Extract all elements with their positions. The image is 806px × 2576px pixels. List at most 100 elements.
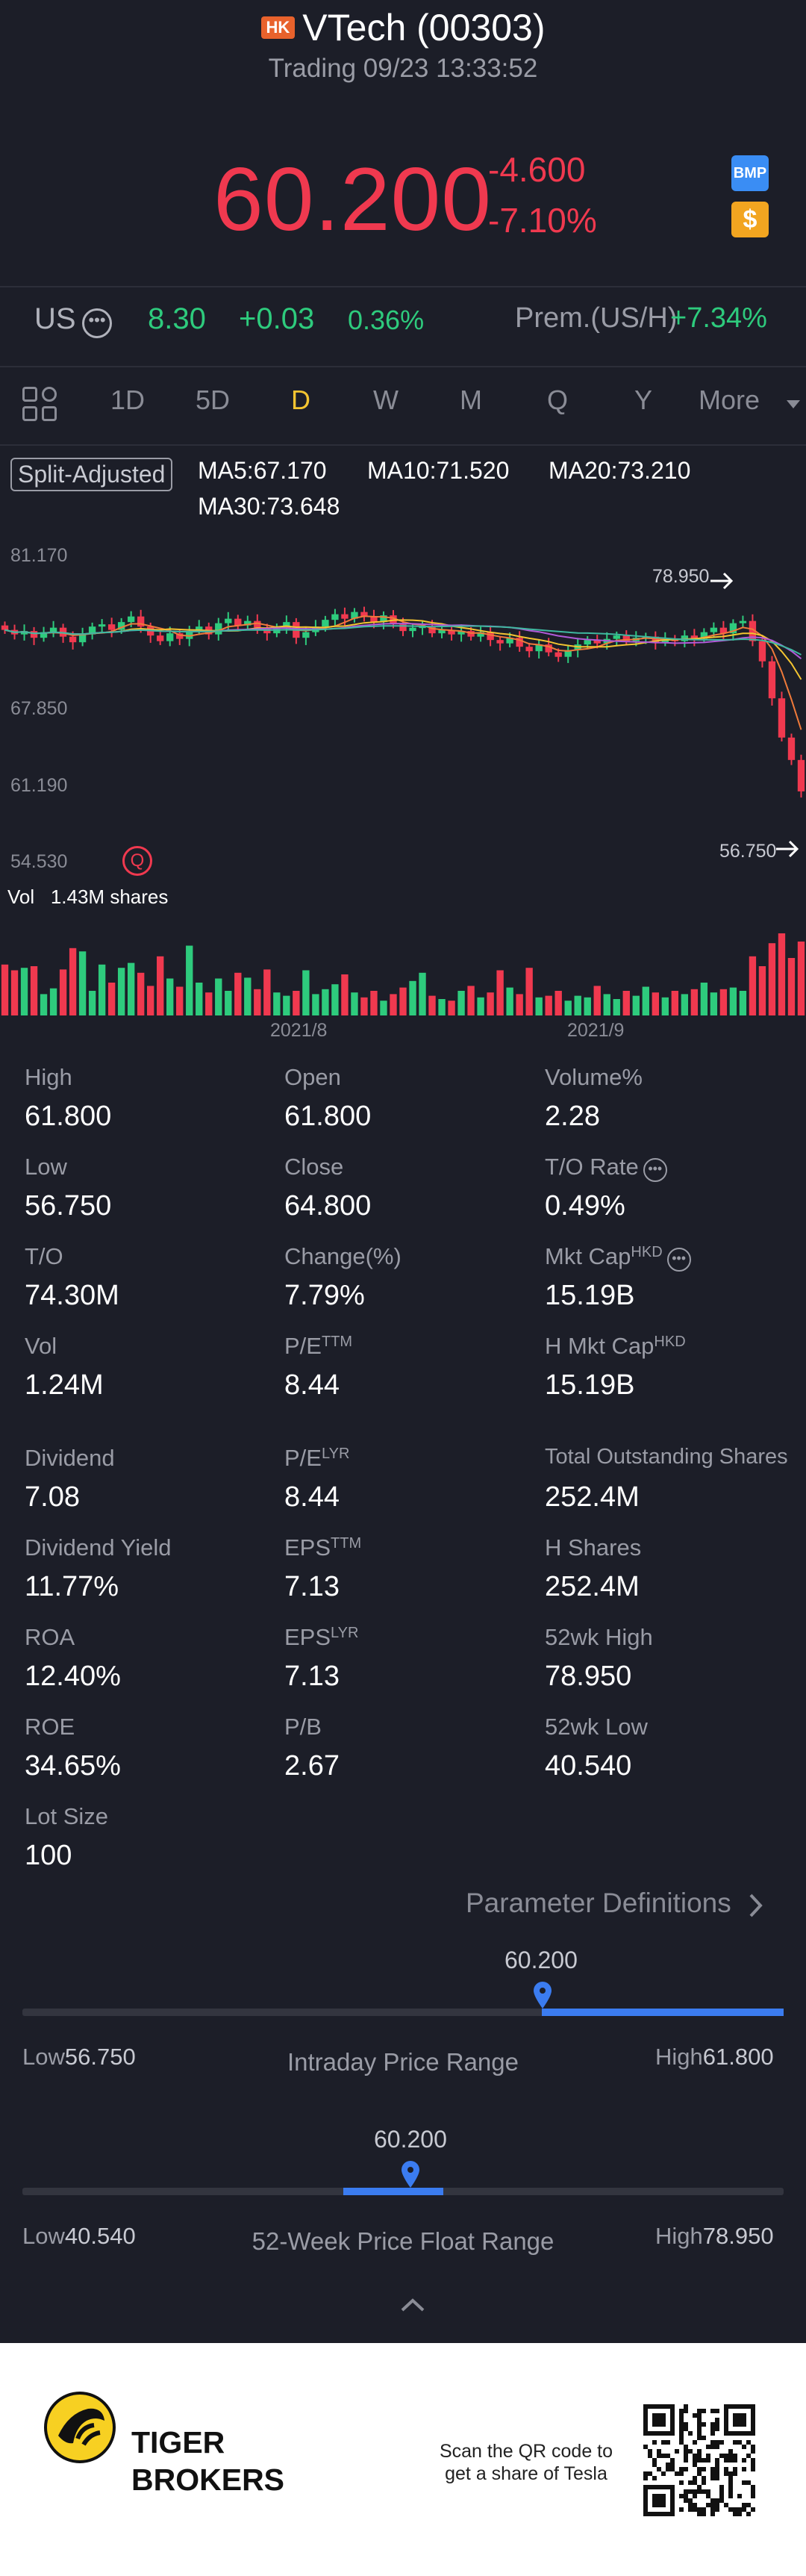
candle-body bbox=[768, 661, 776, 699]
qr-module bbox=[693, 2440, 697, 2445]
stat-label-pb: P/B bbox=[284, 1714, 322, 1740]
volume-bar bbox=[370, 991, 378, 1015]
qr-code[interactable] bbox=[643, 2404, 755, 2516]
candle-body bbox=[729, 623, 737, 634]
qr-module bbox=[684, 2445, 688, 2449]
tab-d[interactable]: D bbox=[291, 385, 310, 415]
qr-module bbox=[693, 2503, 697, 2507]
qr-module bbox=[706, 2454, 710, 2458]
tab-5d[interactable]: 5D bbox=[196, 385, 231, 415]
qr-module bbox=[652, 2494, 666, 2507]
tab-m[interactable]: M bbox=[460, 385, 482, 415]
stat-value-turnover-rate: 0.49% bbox=[545, 1190, 625, 1222]
stat-value-vol: 1.24M bbox=[25, 1369, 104, 1401]
qr-module bbox=[679, 2436, 684, 2440]
bmp-badge[interactable]: BMP bbox=[731, 155, 769, 191]
qr-module bbox=[710, 2422, 715, 2427]
qr-module bbox=[733, 2413, 746, 2427]
candle-body bbox=[457, 631, 465, 635]
tab-more[interactable]: More bbox=[699, 385, 760, 415]
tab-y[interactable]: Y bbox=[634, 385, 653, 415]
volume-bar bbox=[157, 956, 164, 1015]
candle-body bbox=[234, 618, 242, 626]
qr-module bbox=[697, 2418, 702, 2422]
qr-module bbox=[719, 2498, 724, 2503]
candle-body bbox=[797, 759, 805, 791]
volume-bar bbox=[137, 972, 145, 1015]
qr-module bbox=[719, 2485, 724, 2489]
candle-body bbox=[157, 635, 164, 641]
qr-module bbox=[697, 2471, 702, 2476]
tab-w[interactable]: W bbox=[373, 385, 399, 415]
info-dots-icon[interactable]: ••• bbox=[666, 1248, 691, 1272]
qr-module bbox=[648, 2471, 652, 2476]
stat-label-eps-lyr: EPSLYR bbox=[284, 1624, 358, 1651]
divider bbox=[0, 366, 806, 367]
candle-body bbox=[244, 620, 252, 626]
qr-module bbox=[715, 2471, 719, 2476]
volume-bar bbox=[787, 958, 796, 1015]
chevron-down-icon[interactable] bbox=[785, 398, 802, 410]
qr-module bbox=[702, 2512, 706, 2516]
dollar-badge[interactable]: $ bbox=[731, 202, 769, 237]
tab-q[interactable]: Q bbox=[547, 385, 569, 415]
qr-module bbox=[697, 2409, 702, 2413]
y-tick-label: 67.850 bbox=[10, 698, 68, 719]
volume-bar bbox=[147, 986, 154, 1015]
qr-module bbox=[715, 2445, 719, 2449]
more-dots-icon[interactable]: ••• bbox=[82, 308, 112, 338]
qr-module bbox=[733, 2458, 737, 2463]
low-value: 40.540 bbox=[64, 2223, 136, 2249]
qr-module bbox=[746, 2440, 751, 2445]
qr-module bbox=[652, 2458, 657, 2463]
layout-grid-icon[interactable] bbox=[22, 387, 60, 424]
volume-bar bbox=[225, 991, 232, 1015]
qr-module bbox=[675, 2449, 679, 2454]
volume-bar bbox=[40, 994, 48, 1015]
stat-value-mkt-cap: 15.19B bbox=[545, 1280, 635, 1311]
split-adjusted-toggle[interactable]: Split-Adjusted bbox=[10, 458, 173, 491]
info-dots-icon[interactable]: ••• bbox=[643, 1158, 667, 1182]
parameter-definitions-link[interactable]: Parameter Definitions bbox=[466, 1888, 731, 1919]
stat-label-turnover: T/O bbox=[25, 1243, 63, 1269]
q-event-marker[interactable]: Q bbox=[122, 846, 152, 876]
stat-value-high: 61.800 bbox=[25, 1101, 112, 1132]
volume-bar bbox=[399, 987, 407, 1015]
stat-value-h-shares: 252.4M bbox=[545, 1571, 640, 1602]
candlestick-chart[interactable] bbox=[0, 523, 806, 1030]
qr-module bbox=[679, 2422, 684, 2427]
qr-module bbox=[684, 2404, 688, 2409]
stat-label-h-shares: H Shares bbox=[545, 1534, 642, 1561]
qr-module bbox=[697, 2485, 702, 2489]
chevron-up-icon[interactable] bbox=[400, 2297, 425, 2312]
qr-module bbox=[724, 2467, 728, 2471]
candle-body bbox=[758, 641, 766, 662]
candle-body bbox=[419, 626, 426, 629]
high-label: High bbox=[655, 2223, 703, 2249]
qr-module bbox=[697, 2431, 702, 2436]
stat-value-52wk-low: 40.540 bbox=[545, 1750, 632, 1782]
qr-module bbox=[697, 2422, 702, 2427]
stat-label-close: Close bbox=[284, 1154, 344, 1180]
volume-bar bbox=[584, 997, 591, 1015]
qr-module bbox=[702, 2422, 706, 2427]
stat-label-text: EPS bbox=[284, 1624, 331, 1650]
stat-value-turnover: 74.30M bbox=[25, 1280, 119, 1311]
tab-1d[interactable]: 1D bbox=[110, 385, 146, 415]
candle-body bbox=[778, 698, 786, 738]
volume-bar bbox=[438, 999, 446, 1015]
volume-bar bbox=[613, 999, 620, 1015]
candle-body bbox=[467, 631, 475, 637]
ma30-label: MA30:73.648 bbox=[198, 493, 340, 520]
candle-body bbox=[787, 737, 796, 760]
volume-bar bbox=[487, 992, 494, 1015]
arrow-right-icon bbox=[710, 572, 734, 590]
volume-bar bbox=[516, 994, 523, 1015]
qr-module bbox=[715, 2427, 719, 2431]
qr-module bbox=[742, 2507, 746, 2512]
week52-price-pin-icon bbox=[402, 2161, 419, 2188]
qr-module bbox=[728, 2471, 733, 2476]
chevron-right-icon[interactable] bbox=[748, 1893, 764, 1918]
qr-module bbox=[679, 2494, 684, 2498]
qr-module bbox=[733, 2507, 737, 2512]
